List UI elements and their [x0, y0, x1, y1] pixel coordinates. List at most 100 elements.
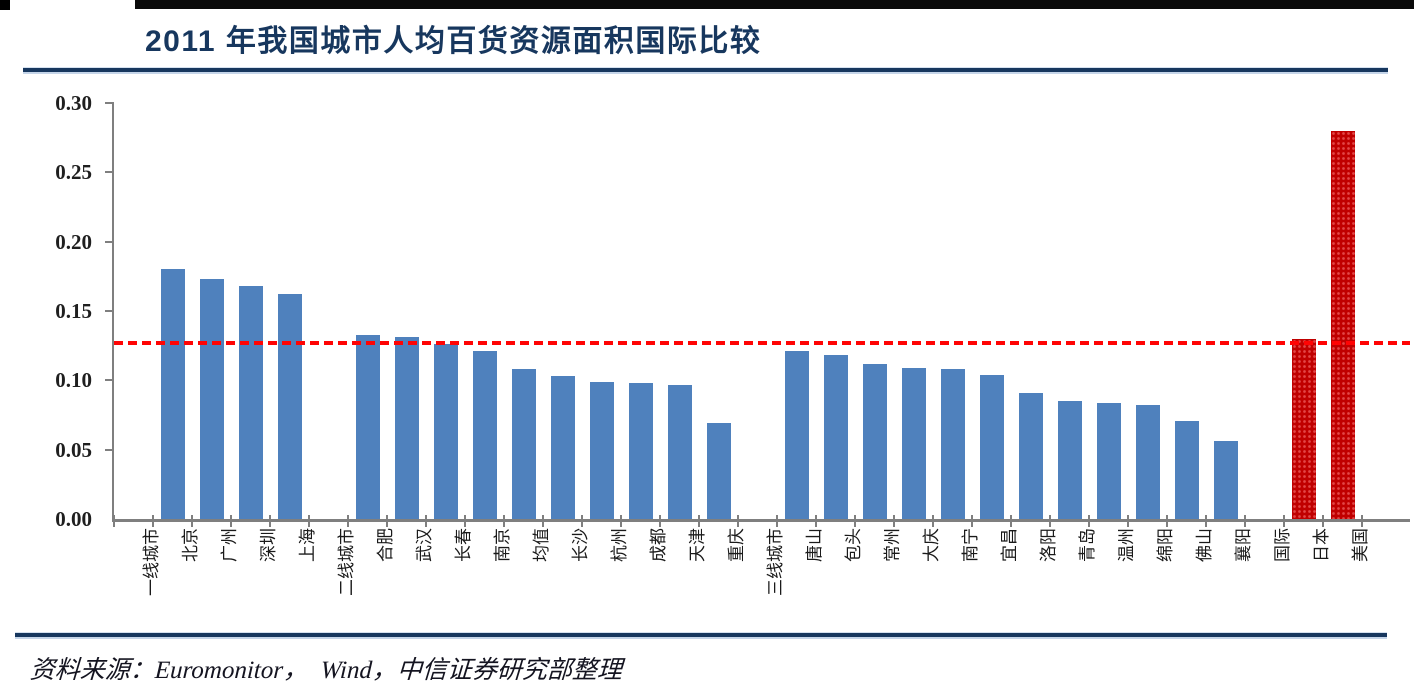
category-slot: [1128, 103, 1168, 527]
x-axis-label-cell: 上海: [268, 524, 317, 636]
x-axis-label-cell: 包头: [814, 524, 863, 636]
x-axis-label-cell: 大庆: [892, 524, 941, 636]
bar-均值: [511, 369, 536, 519]
category-slot: [113, 103, 154, 527]
category-slot: [1089, 103, 1129, 527]
bar-成都: [628, 383, 653, 519]
category-slot: [309, 103, 349, 527]
x-axis-label-cell: 成都: [619, 524, 668, 636]
page-corner-mark: [0, 0, 10, 10]
x-axis-tick: [1244, 515, 1246, 527]
bar-武汉: [394, 337, 419, 519]
x-axis-tick: [698, 515, 700, 527]
bar-宜昌: [979, 374, 1004, 519]
x-axis-label-cell: 天津: [658, 524, 707, 636]
category-slot: [933, 103, 973, 527]
category-slot: [465, 103, 505, 527]
x-axis-tick: [1361, 515, 1363, 527]
x-axis-labels: 一线城市 北京 广州 深圳 上海 二线城市 合肥 武汉 长春 南京 均值 长沙 杭州 成都 天津 重庆 三线城市…: [112, 524, 1370, 636]
category-slot: [1284, 103, 1324, 527]
source-note: 资料来源：Euromonitor， Wind，中信证券研究部整理: [29, 657, 623, 684]
x-axis-tick: [542, 515, 544, 527]
x-axis-label: 美国: [1350, 528, 1370, 562]
y-axis-tick: [105, 171, 114, 174]
x-axis-tick: [932, 515, 934, 527]
x-axis-label-cell: 国际: [1243, 524, 1292, 636]
y-axis-label: 0.00: [55, 507, 92, 531]
x-axis-label-cell: 温州: [1087, 524, 1136, 636]
x-axis-label-cell: 长沙: [541, 524, 590, 636]
bar-长沙: [550, 376, 575, 519]
category-slot: [699, 103, 739, 527]
bar-襄阳: [1213, 441, 1238, 519]
x-axis-tick: [1283, 515, 1285, 527]
x-axis-label-cell: 南宁: [931, 524, 980, 636]
x-axis-tick: [269, 515, 271, 527]
bar-唐山: [784, 351, 809, 519]
category-slot: [816, 103, 856, 527]
bar-美国: [1330, 130, 1355, 519]
y-axis-label: 0.10: [55, 368, 92, 393]
x-axis-label-cell: 均值: [502, 524, 551, 636]
x-axis-label-cell: 唐山: [775, 524, 824, 636]
x-axis-label-cell: 宜昌: [970, 524, 1019, 636]
category-slot: [621, 103, 661, 527]
bar-洛阳: [1018, 392, 1043, 519]
x-axis-label-cell: 日本: [1282, 524, 1331, 636]
footer-divider-line: [15, 633, 1387, 637]
bar-北京: [160, 269, 185, 519]
bar-大庆: [901, 367, 926, 519]
x-axis-label-cell: 襄阳: [1204, 524, 1253, 636]
category-slot: [582, 103, 622, 527]
x-axis-tick: [854, 515, 856, 527]
bar-长春: [433, 344, 458, 519]
y-axis-tick: [105, 448, 114, 451]
category-slot: [1167, 103, 1207, 527]
bar-常州: [862, 363, 887, 519]
bar-杭州: [589, 381, 614, 519]
y-axis-label: 0.25: [55, 160, 92, 185]
x-axis-tick: [815, 515, 817, 527]
bar-南宁: [940, 369, 965, 519]
category-slot: [1206, 103, 1246, 527]
x-axis-label-cell: 深圳: [229, 524, 278, 636]
category-slot: [894, 103, 934, 527]
category-slot: [348, 103, 388, 527]
x-axis-label-cell: 三线城市: [736, 524, 785, 636]
y-axis-tick: [105, 379, 114, 382]
x-axis-label-cell: 一线城市: [112, 524, 161, 636]
category-slot: [192, 103, 232, 527]
category-slot: [231, 103, 271, 527]
category-slot: [387, 103, 427, 527]
y-axis-label: 0.05: [55, 437, 92, 462]
x-axis-label-cell: 二线城市: [307, 524, 356, 636]
x-axis-label-cell: 重庆: [697, 524, 746, 636]
category-slot: [153, 103, 193, 527]
category-slot: [660, 103, 700, 527]
bar-重庆: [706, 423, 731, 519]
x-axis-label-cell: 美国: [1321, 524, 1370, 636]
x-axis-tick: [1127, 515, 1129, 527]
x-axis-label-cell: 绵阳: [1126, 524, 1175, 636]
reference-dashed-line: [114, 340, 1410, 345]
category-slot: [1323, 103, 1363, 527]
y-axis-label: 0.15: [55, 299, 92, 323]
x-axis-tick: [581, 515, 583, 527]
category-slot: [543, 103, 583, 527]
y-axis-label: 0.20: [55, 229, 92, 254]
category-slot: [972, 103, 1012, 527]
x-axis-label-cell: 南京: [463, 524, 512, 636]
top-black-strip: [135, 0, 1414, 9]
x-axis-tick: [1049, 515, 1051, 527]
x-axis-tick: [893, 515, 895, 527]
title-divider-line: [23, 68, 1388, 72]
x-axis-tick: [971, 515, 973, 527]
x-axis-label-cell: 青岛: [1048, 524, 1097, 636]
x-axis-label-cell: 长春: [424, 524, 473, 636]
x-axis-tick: [503, 515, 505, 527]
category-slot: [1245, 103, 1285, 527]
bar-日本: [1291, 338, 1316, 519]
bar-温州: [1096, 402, 1121, 519]
category-slot: [777, 103, 817, 527]
bar-上海: [277, 294, 302, 519]
